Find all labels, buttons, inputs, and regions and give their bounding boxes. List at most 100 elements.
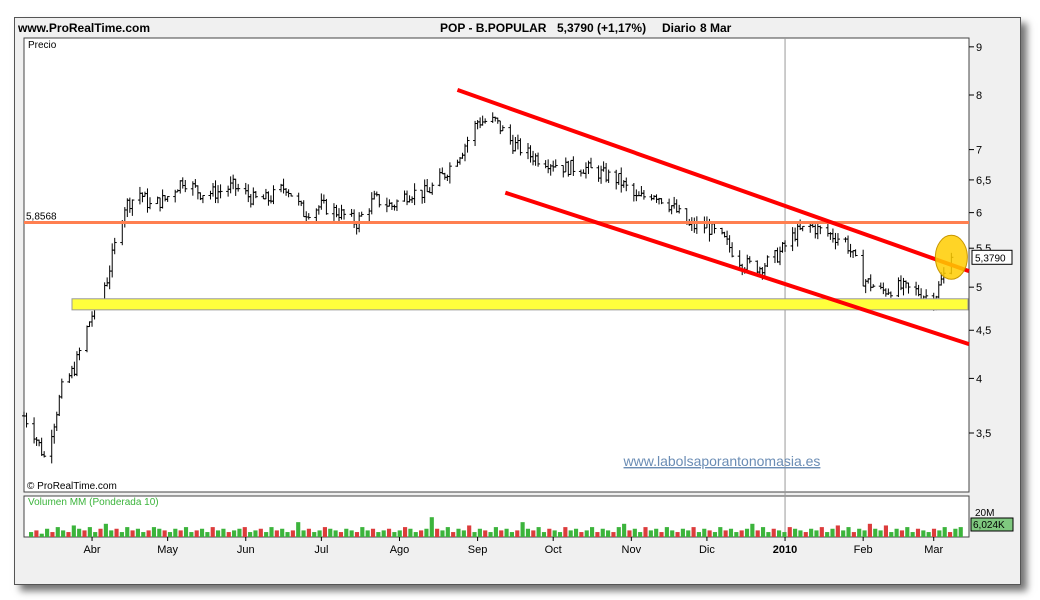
volume-bar [242, 527, 247, 537]
volume-bar [814, 530, 819, 537]
y-tick-label: 6 [976, 208, 982, 220]
period-label: Diario [662, 21, 697, 35]
volume-bar [189, 532, 194, 537]
volume-bar [472, 532, 477, 537]
volume-bar [285, 532, 290, 537]
volume-bar [435, 528, 440, 537]
volume-bar [547, 528, 552, 537]
volume-bar [595, 532, 600, 537]
volume-bar [328, 528, 333, 537]
volume-tick-label: 20M [975, 508, 994, 519]
volume-bar [857, 528, 862, 537]
x-tick-label: Abr [83, 544, 100, 556]
volume-bar [712, 532, 718, 537]
volume-bar [680, 528, 685, 537]
volume-bar [520, 522, 525, 537]
volume-bar [894, 528, 899, 537]
volume-bar [397, 530, 402, 537]
volume-bar [563, 527, 568, 537]
volume-bar [93, 532, 98, 537]
volume-bar [611, 532, 616, 537]
volume-bar [419, 530, 424, 537]
volume-bar [29, 532, 34, 537]
volume-bar [82, 530, 87, 537]
y-tick-label: 4,5 [976, 325, 991, 337]
volume-bar [183, 527, 189, 537]
volume-bar [910, 532, 915, 537]
volume-bar [344, 528, 349, 537]
volume-bar [322, 527, 327, 537]
volume-bar [760, 527, 766, 537]
volume-bar [659, 532, 664, 537]
volume-bar [424, 528, 429, 537]
price-panel [23, 37, 970, 493]
site-name[interactable]: www.ProRealTime.com [18, 21, 151, 35]
volume-panel-label: Volumen MM (Ponderada 10) [28, 497, 159, 508]
volume-bar [338, 532, 344, 537]
volume-bar [194, 530, 199, 537]
volume-bar [87, 527, 92, 537]
last-volume-box [970, 517, 1014, 532]
volume-bar [114, 528, 119, 537]
volume-bar [477, 528, 482, 537]
volume-bar [819, 527, 824, 537]
volume-bar [803, 532, 808, 537]
volume-bar [568, 530, 573, 537]
volume-bar [125, 527, 130, 537]
volume-bar [744, 528, 750, 537]
x-tick-label: Ago [390, 544, 410, 556]
volume-bar [718, 527, 723, 537]
volume-bar [376, 532, 381, 537]
volume-bar [947, 532, 953, 537]
volume-bar [648, 530, 653, 537]
volume-bar [846, 527, 851, 537]
volume-bar [750, 523, 755, 537]
volume-bar [606, 530, 611, 537]
volume-bar [771, 528, 776, 537]
volume-bar [590, 527, 595, 537]
volume-bar [365, 530, 370, 537]
volume-bar [221, 528, 226, 537]
volume-bar [921, 530, 926, 537]
volume-bar [702, 528, 707, 537]
volume-bar [728, 528, 734, 537]
volume-bar [675, 532, 680, 537]
volume-bar [264, 532, 269, 537]
volume-bar [61, 530, 66, 537]
volume-bar [226, 532, 231, 537]
highlight-circle [934, 234, 968, 280]
last-price-box [971, 249, 1013, 265]
volume-bar [627, 530, 632, 537]
volume-bar [793, 528, 798, 537]
volume-bar [777, 530, 782, 537]
volume-bar [119, 532, 124, 537]
volume-bar [584, 530, 589, 537]
resistance-label: 5,8568 [26, 211, 57, 222]
x-tick-label: Mar [924, 544, 943, 556]
volume-bar [953, 528, 958, 537]
volume-bar [157, 528, 162, 537]
volume-bar [178, 530, 183, 537]
volume-bar [531, 530, 536, 537]
volume-bar [403, 527, 408, 537]
y-tick-label: 3,5 [976, 428, 991, 440]
volume-bar [643, 527, 648, 537]
volume-bar [915, 528, 921, 537]
volume-bar [632, 528, 637, 537]
volume-bar [290, 530, 295, 537]
volume-bar [878, 530, 883, 537]
volume-bar [103, 523, 108, 537]
volume-bar [937, 530, 942, 537]
volume-bar [654, 528, 659, 537]
volume-bar [493, 527, 498, 537]
volume-bar [504, 528, 509, 537]
volume-bar [664, 527, 669, 537]
volume-bar [451, 532, 456, 537]
volume-bar [317, 530, 322, 537]
volume-bar [445, 527, 450, 537]
volume-bar [867, 523, 872, 537]
volume-bar [312, 532, 317, 537]
y-tick-label: 7 [976, 145, 982, 157]
volume-bar [798, 530, 803, 537]
volume-bar [809, 528, 814, 537]
